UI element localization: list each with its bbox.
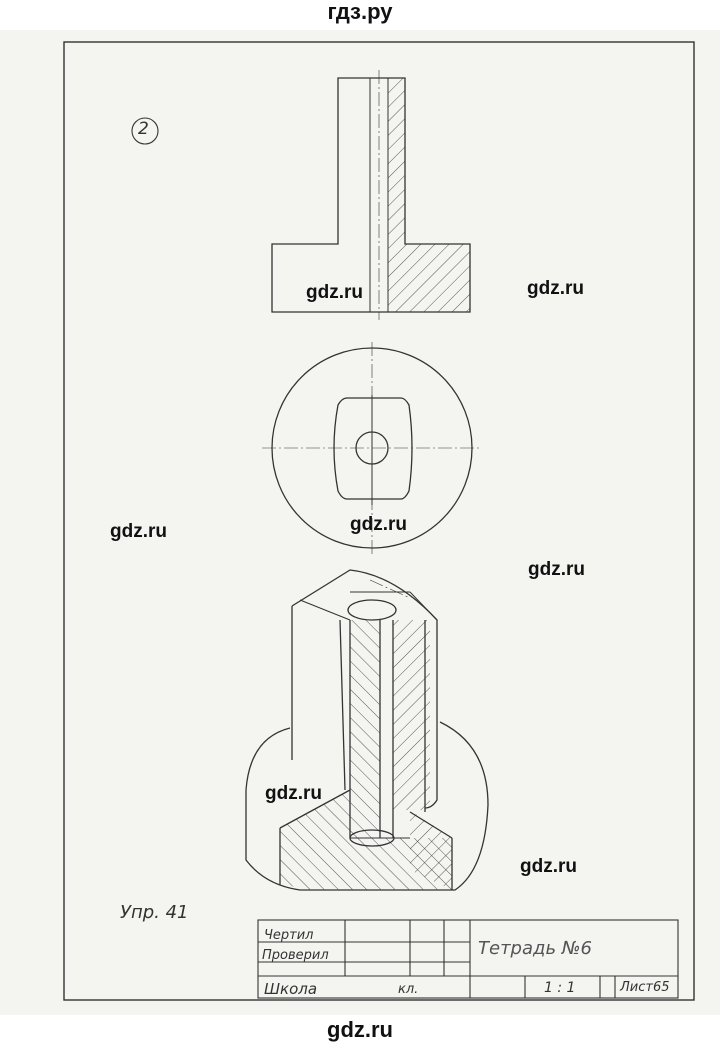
drew-label: Чертил (264, 928, 314, 943)
watermark: gdz.ru (527, 278, 584, 299)
sheet-label: Лист65 (620, 980, 670, 995)
notebook-title: Тетрадь №6 (478, 938, 592, 959)
watermark: gdz.ru (520, 856, 577, 877)
exercise-label: Упр. 41 (120, 902, 189, 923)
watermark: gdz.ru (110, 521, 167, 542)
school-label: Школа (264, 980, 318, 998)
isometric-view (245, 569, 489, 891)
site-footer: gdz.ru (327, 1017, 393, 1042)
front-view (271, 70, 471, 320)
drawing-number: 2 (138, 119, 149, 139)
watermark: gdz.ru (350, 514, 407, 535)
checked-label: Проверил (262, 948, 329, 963)
top-view (262, 342, 482, 555)
watermark: gdz.ru (306, 282, 363, 303)
site-header: гдз.ру (327, 0, 393, 24)
watermark: gdz.ru (528, 559, 585, 580)
number-circle (131, 117, 159, 145)
watermark: gdz.ru (265, 783, 322, 804)
grade-label: кл. (398, 982, 419, 997)
title-block (257, 919, 679, 999)
sheet-frame (63, 41, 695, 1001)
scale-label: 1 : 1 (544, 980, 576, 996)
